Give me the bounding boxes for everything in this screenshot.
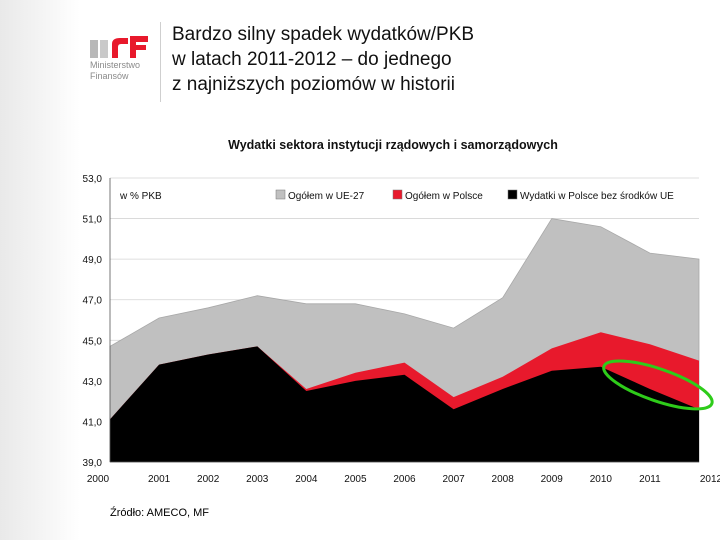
logo-text-line1: Ministerstwo [90, 60, 141, 70]
legend-label-3: Wydatki w Polsce bez środków UE [520, 191, 674, 202]
y-tick-label-6: 51,0 [83, 215, 103, 226]
y-tick-label-7: 53,0 [83, 174, 103, 185]
logo-text: Ministerstwo Finansów [90, 60, 140, 82]
side-decoration [0, 0, 80, 540]
y-tick-label-2: 43,0 [83, 377, 103, 388]
x-tick-label-2003: 2003 [246, 474, 269, 485]
legend-label-2: Ogółem w Polsce [405, 191, 483, 202]
x-tick-label-2009: 2009 [541, 474, 564, 485]
x-tick-label-2000: 2000 [87, 474, 110, 485]
logo-text-line2: Finansów [90, 71, 129, 81]
x-tick-label-2007: 2007 [442, 474, 465, 485]
unit-label: w % PKB [119, 191, 162, 202]
x-tick-label-2006: 2006 [393, 474, 416, 485]
x-tick-label-2008: 2008 [492, 474, 515, 485]
y-tick-label-5: 49,0 [83, 255, 103, 266]
legend-swatch-3 [507, 189, 518, 200]
y-tick-label-1: 41,0 [83, 417, 103, 428]
source-note: Źródło: AMECO, MF [110, 507, 210, 519]
x-tick-label-2002: 2002 [197, 474, 220, 485]
x-tick-label-2001: 2001 [148, 474, 171, 485]
x-tick-label-2011: 2011 [639, 474, 661, 485]
x-tick-label-2010: 2010 [590, 474, 613, 485]
x-tick-label-2012: 2012 [700, 474, 720, 485]
y-tick-label-0: 39,0 [83, 458, 103, 469]
chart-title: Wydatki sektora instytucji rządowych i s… [228, 138, 558, 152]
area-series-3 [110, 346, 699, 462]
slide-title-line-3: z najniższych poziomów w historii [172, 74, 455, 95]
x-tick-label-2004: 2004 [295, 474, 318, 485]
x-tick-label-2005: 2005 [344, 474, 367, 485]
legend-swatch-2 [392, 189, 403, 200]
logo-divider [160, 22, 161, 102]
y-tick-label-4: 47,0 [83, 296, 103, 307]
y-tick-label-3: 45,0 [83, 336, 103, 347]
slide-title-line-2: w latach 2011-2012 – do jednego [172, 49, 452, 70]
slide-title: Bardzo silny spadek wydatków/PKB w latac… [172, 22, 692, 97]
ministry-logo-icon [90, 36, 148, 58]
slide-title-line-1: Bardzo silny spadek wydatków/PKB [172, 24, 475, 45]
legend-label-1: Ogółem w UE-27 [288, 191, 365, 202]
highlight-ellipse [602, 359, 714, 411]
legend-swatch-1 [275, 189, 286, 200]
